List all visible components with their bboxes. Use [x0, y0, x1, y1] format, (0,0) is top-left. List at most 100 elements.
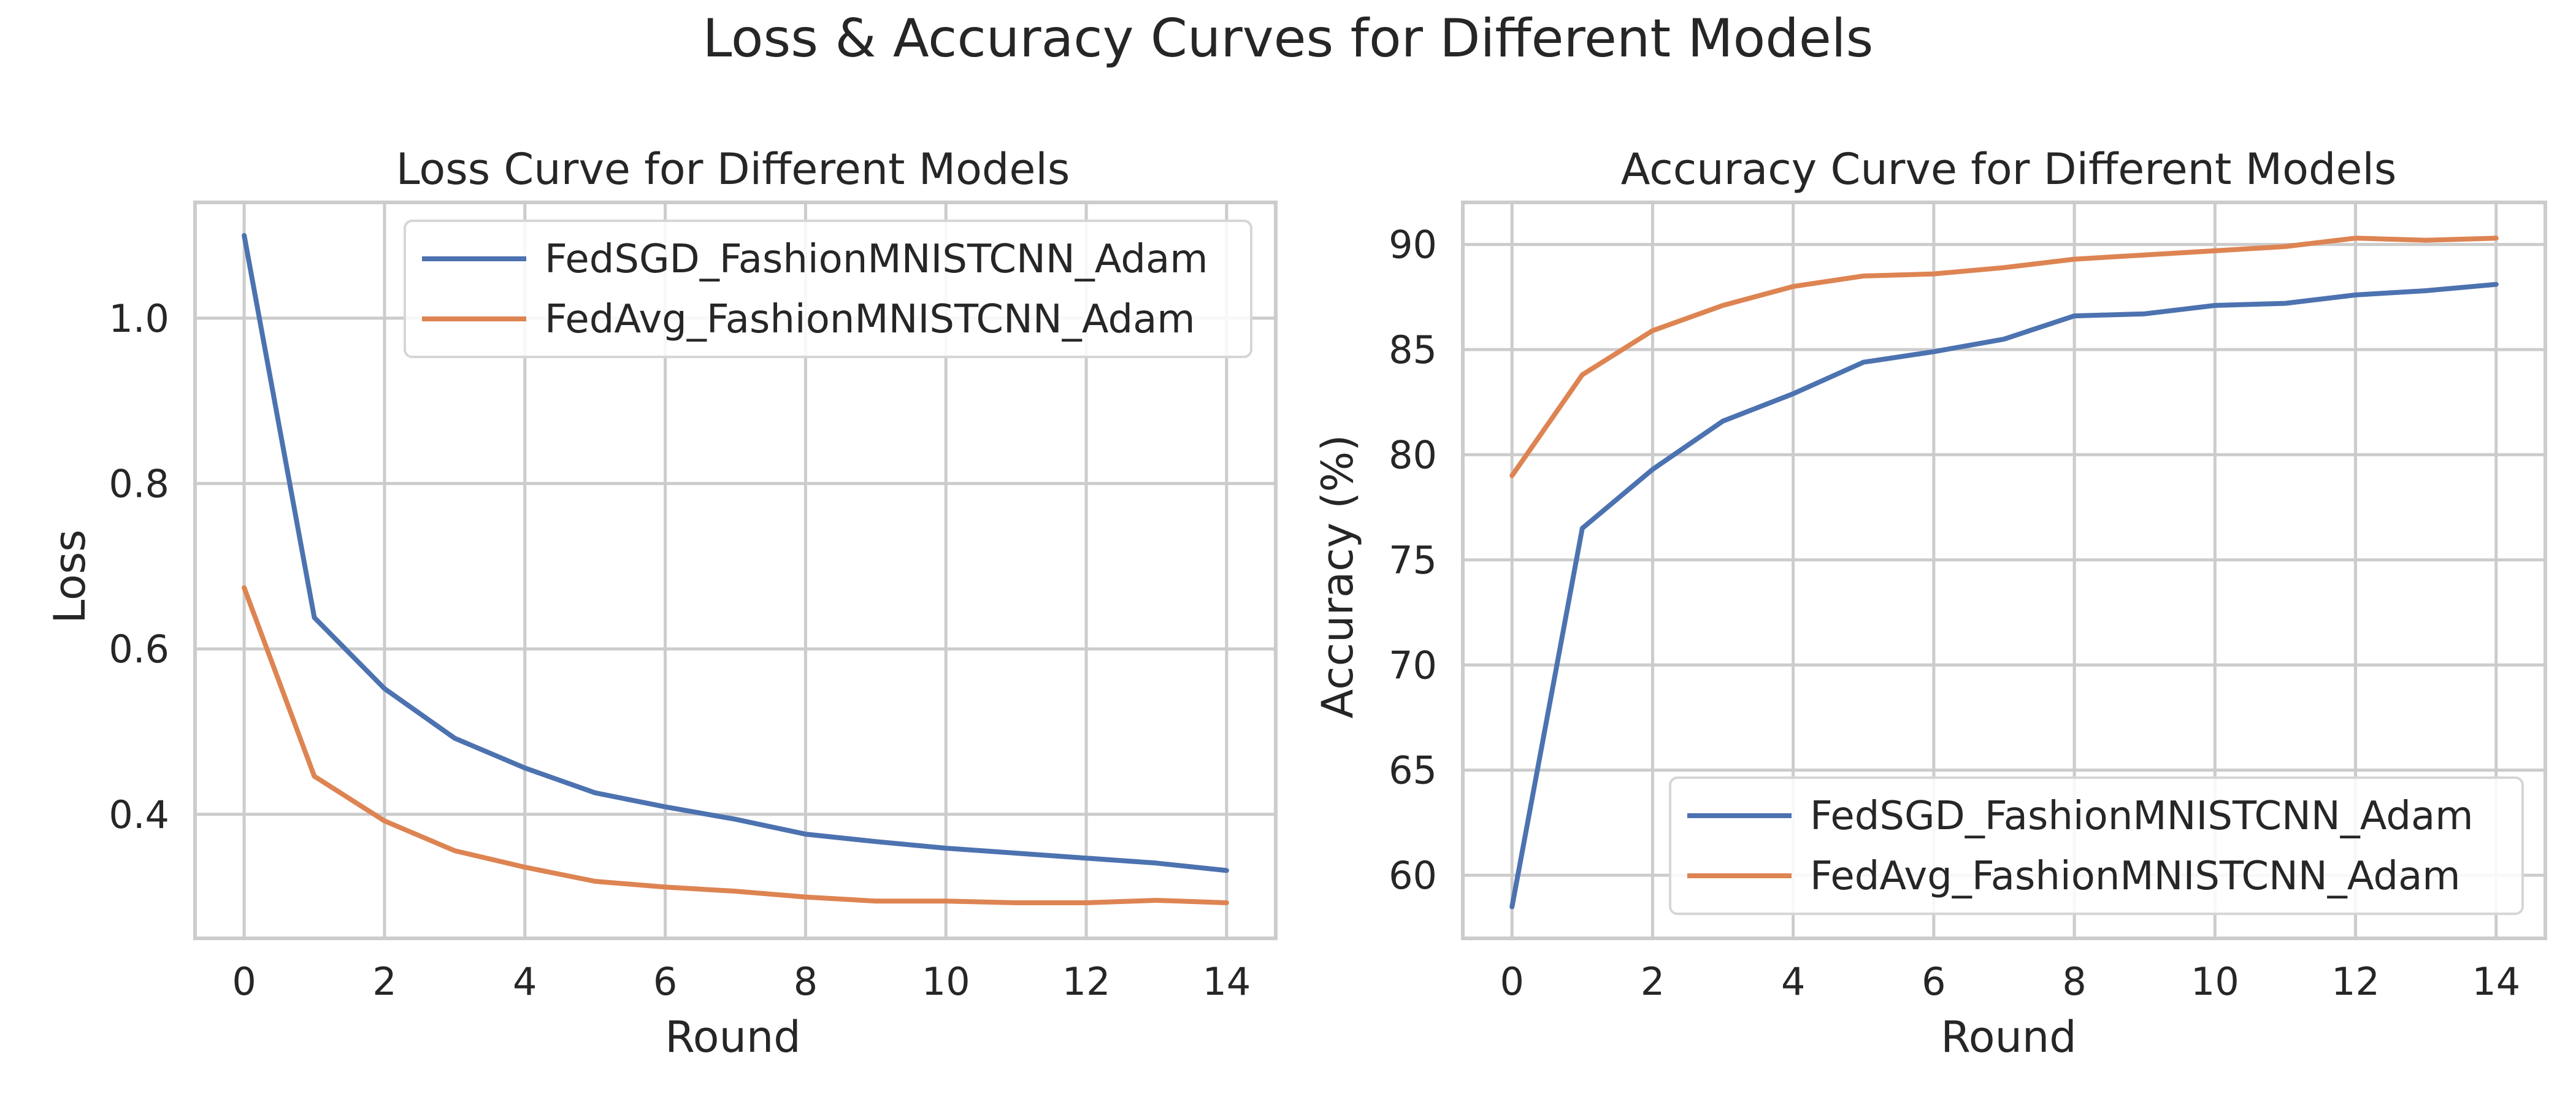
loss-series-line-fedavg	[242, 585, 1229, 905]
loss-x-tick-label: 6	[653, 959, 677, 1004]
accuracy-data-point	[1722, 304, 1724, 307]
accuracy-y-tick-label: 75	[1389, 538, 1437, 583]
accuracy-data-point	[1651, 468, 1654, 470]
loss-data-point	[313, 775, 316, 778]
loss-data-point	[875, 900, 877, 902]
loss-data-point	[243, 586, 245, 589]
loss-series-line-fedsgd	[242, 232, 1229, 873]
accuracy-legend-box	[1669, 776, 2524, 915]
accuracy-x-tick-label: 14	[2472, 959, 2520, 1004]
loss-data-point	[524, 866, 526, 868]
accuracy-data-point	[2355, 237, 2357, 239]
loss-x-tick-label: 4	[513, 959, 537, 1004]
accuracy-chart-ylabel: Accuracy (%)	[1313, 435, 1363, 719]
loss-data-point	[945, 847, 947, 849]
accuracy-data-point	[1651, 329, 1654, 332]
accuracy-data-point	[2495, 283, 2497, 286]
loss-data-point	[1155, 899, 1157, 902]
accuracy-data-point	[2144, 313, 2146, 315]
loss-data-point	[453, 849, 456, 852]
accuracy-x-tick-label: 6	[1922, 959, 1945, 1004]
accuracy-data-point	[1722, 420, 1724, 423]
accuracy-data-point	[1792, 285, 1795, 288]
loss-data-point	[1085, 857, 1087, 859]
loss-data-point	[313, 616, 316, 619]
accuracy-x-tick-label: 8	[2062, 959, 2086, 1004]
accuracy-data-point	[1933, 350, 1935, 353]
loss-data-point	[1015, 902, 1018, 904]
accuracy-data-point	[1862, 361, 1865, 364]
loss-x-tick-label: 2	[372, 959, 396, 1004]
loss-chart: Loss Curve for Different Models Round Lo…	[45, 144, 1278, 1062]
accuracy-data-point	[2425, 289, 2427, 292]
loss-data-point	[243, 234, 245, 237]
loss-chart-ylabel: Loss	[45, 529, 95, 624]
accuracy-series-line-fedsgd	[1509, 282, 2499, 910]
accuracy-data-point	[2284, 245, 2287, 248]
loss-data-point	[1155, 862, 1157, 864]
accuracy-data-point	[1792, 393, 1795, 395]
accuracy-data-point	[1511, 906, 1513, 908]
loss-chart-title: Loss Curve for Different Models	[396, 144, 1070, 194]
loss-data-point	[945, 900, 947, 902]
accuracy-data-point	[2003, 266, 2006, 269]
accuracy-data-point	[2073, 315, 2076, 317]
loss-chart-xlabel: Round	[665, 1012, 800, 1062]
accuracy-data-point	[2284, 302, 2287, 305]
accuracy-data-point	[2073, 258, 2076, 261]
loss-y-tick-label: 0.6	[109, 627, 169, 672]
loss-data-point	[734, 818, 737, 821]
loss-data-point	[383, 820, 386, 822]
accuracy-chart-xlabel: Round	[1941, 1012, 2076, 1062]
loss-data-point	[594, 880, 596, 883]
loss-legend-box	[404, 220, 1252, 358]
loss-data-point	[1225, 902, 1228, 904]
loss-y-tick-label: 0.8	[109, 461, 169, 506]
accuracy-chart-title: Accuracy Curve for Different Models	[1621, 144, 2397, 194]
accuracy-data-point	[2495, 237, 2497, 239]
accuracy-data-point	[2214, 304, 2216, 307]
accuracy-x-tick-label: 2	[1641, 959, 1665, 1004]
accuracy-legend-label: FedSGD_FashionMNISTCNN_Adam	[1810, 794, 2474, 839]
accuracy-axes-frame	[1461, 201, 2547, 940]
accuracy-series-line-fedavg	[1509, 236, 2499, 478]
accuracy-legend-label: FedAvg_FashionMNISTCNN_Adam	[1810, 854, 2461, 899]
loss-y-tick-label: 0.4	[109, 792, 169, 837]
accuracy-data-point	[2425, 239, 2427, 242]
loss-legend: FedSGD_FashionMNISTCNN_Adam FedAvg_Fashio…	[404, 220, 1252, 358]
loss-data-point	[875, 840, 877, 843]
loss-data-point	[594, 792, 596, 794]
loss-data-point	[734, 890, 737, 892]
accuracy-y-tick-label: 65	[1389, 748, 1437, 793]
loss-data-point	[1085, 902, 1087, 904]
loss-x-tick-label: 0	[232, 959, 256, 1004]
accuracy-y-tick-label: 60	[1389, 853, 1437, 898]
figure-suptitle: Loss & Accuracy Curves for Different Mod…	[702, 8, 1873, 69]
loss-data-point	[664, 806, 667, 808]
accuracy-legend: FedSGD_FashionMNISTCNN_Adam FedAvg_Fashio…	[1669, 776, 2524, 915]
loss-x-tick-label: 8	[794, 959, 818, 1004]
loss-data-point	[1225, 869, 1228, 871]
accuracy-data-point	[2003, 338, 2006, 340]
accuracy-data-point	[1862, 275, 1865, 277]
accuracy-data-point	[1933, 273, 1935, 275]
loss-data-point	[453, 737, 456, 740]
loss-x-tick-label: 12	[1062, 959, 1111, 1004]
accuracy-x-tick-label: 10	[2191, 959, 2239, 1004]
accuracy-y-tick-label: 85	[1389, 328, 1437, 372]
loss-data-point	[524, 767, 526, 769]
accuracy-y-tick-label: 70	[1389, 643, 1437, 688]
accuracy-y-tick-label: 90	[1389, 223, 1437, 267]
loss-data-point	[664, 886, 667, 888]
accuracy-data-point	[2214, 250, 2216, 252]
accuracy-x-tick-label: 0	[1500, 959, 1524, 1004]
loss-data-point	[1015, 852, 1018, 854]
accuracy-x-tick-label: 12	[2331, 959, 2380, 1004]
loss-data-point	[804, 896, 807, 898]
loss-data-point	[804, 833, 807, 835]
accuracy-data-point	[1581, 527, 1584, 529]
accuracy-data-point	[1581, 373, 1584, 376]
accuracy-chart: Accuracy Curve for Different Models Roun…	[1313, 144, 2547, 1062]
